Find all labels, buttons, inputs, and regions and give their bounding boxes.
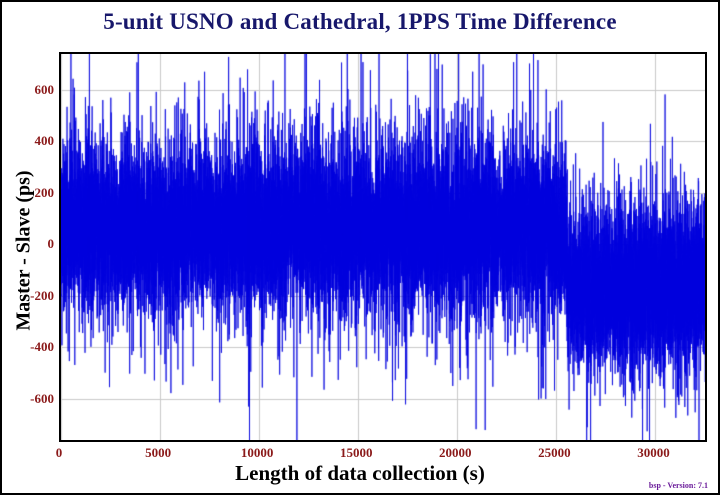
x-tick-label: 25000 xyxy=(538,445,571,460)
plot-canvas xyxy=(61,54,705,440)
x-axis-label: Length of data collection (s) xyxy=(235,461,485,485)
x-tick-label: 0 xyxy=(55,445,63,460)
y-tick-label: -200 xyxy=(30,287,54,303)
y-tick-label: -600 xyxy=(30,390,54,406)
y-tick-label: 600 xyxy=(34,82,55,98)
x-tick-label: 20000 xyxy=(439,445,472,460)
y-tick-label: -400 xyxy=(30,339,54,355)
y-tick-label: 0 xyxy=(47,236,55,252)
x-tick-label: 5000 xyxy=(145,445,172,460)
chart-title: 5-unit USNO and Cathedral, 1PPS Time Dif… xyxy=(103,9,617,34)
y-tick-label: 200 xyxy=(34,184,55,200)
x-tick-label: 10000 xyxy=(240,445,274,460)
plot-area xyxy=(59,52,707,442)
x-tick-label: 15000 xyxy=(339,445,373,460)
version-text: bsp - Version: 7.1 xyxy=(648,481,708,490)
y-tick-label: 400 xyxy=(34,133,55,149)
x-tick-label: 30000 xyxy=(637,445,670,460)
